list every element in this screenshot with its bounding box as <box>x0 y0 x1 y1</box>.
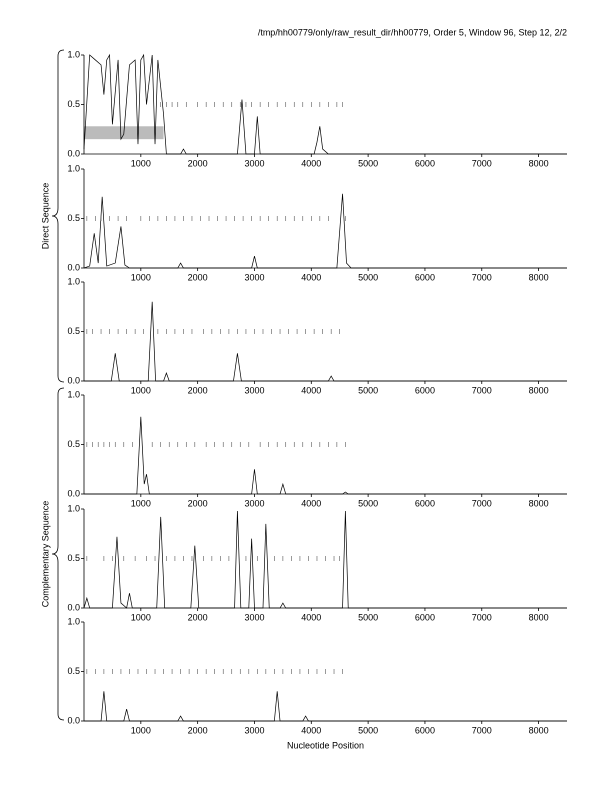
x-tick-label: 5000 <box>358 498 378 508</box>
y-tick-label: 0.5 <box>67 326 80 336</box>
series-line <box>84 416 567 495</box>
x-tick-label: 1000 <box>131 612 151 622</box>
y-tick-label: 1.0 <box>67 49 80 59</box>
series-line <box>84 691 567 722</box>
x-tick-label: 8000 <box>529 385 549 395</box>
x-tick-label: 3000 <box>244 725 264 735</box>
figure-title: /tmp/hh00779/only/raw_result_dir/hh00779… <box>258 27 567 37</box>
x-tick-label: 5000 <box>358 272 378 282</box>
x-tick-label: 7000 <box>472 385 492 395</box>
brace <box>51 387 65 721</box>
x-tick-label: 8000 <box>529 272 549 282</box>
x-tick-label: 4000 <box>301 272 321 282</box>
y-tick-label: 1.0 <box>67 389 80 399</box>
x-tick-label: 6000 <box>415 272 435 282</box>
y-tick-label: 1.0 <box>67 163 80 173</box>
y-tick-label: 0.5 <box>67 553 80 563</box>
x-tick-label: 7000 <box>472 158 492 168</box>
y-tick-label: 0.0 <box>67 488 80 498</box>
y-tick-label: 1.0 <box>67 616 80 626</box>
x-tick-label: 5000 <box>358 612 378 622</box>
x-tick-label: 4000 <box>301 612 321 622</box>
x-tick-label: 2000 <box>188 612 208 622</box>
series-line <box>83 193 567 269</box>
series-line <box>83 510 567 609</box>
x-tick-label: 3000 <box>244 272 264 282</box>
x-tick-label: 5000 <box>358 158 378 168</box>
x-tick-label: 3000 <box>244 498 264 508</box>
x-tick-label: 4000 <box>301 385 321 395</box>
y-tick-label: 1.0 <box>67 503 80 513</box>
x-tick-label: 4000 <box>301 498 321 508</box>
x-tick-label: 6000 <box>415 498 435 508</box>
y-tick-label: 0.5 <box>67 439 80 449</box>
x-tick-label: 1000 <box>131 158 151 168</box>
x-tick-label: 3000 <box>244 385 264 395</box>
x-tick-label: 2000 <box>188 158 208 168</box>
x-tick-label: 5000 <box>358 725 378 735</box>
x-tick-label: 1000 <box>131 498 151 508</box>
x-tick-label: 2000 <box>188 385 208 395</box>
x-tick-label: 7000 <box>472 612 492 622</box>
x-tick-label: 2000 <box>188 272 208 282</box>
x-tick-label: 6000 <box>415 158 435 168</box>
x-tick-label: 6000 <box>415 385 435 395</box>
x-tick-label: 5000 <box>358 385 378 395</box>
y-tick-label: 0.0 <box>67 262 80 272</box>
x-tick-label: 1000 <box>131 272 151 282</box>
series-line <box>84 301 567 382</box>
x-tick-label: 8000 <box>529 612 549 622</box>
group-label: Direct Sequence <box>40 183 50 250</box>
x-tick-label: 1000 <box>131 725 151 735</box>
x-tick-label: 6000 <box>415 612 435 622</box>
x-tick-label: 8000 <box>529 158 549 168</box>
x-tick-label: 6000 <box>415 725 435 735</box>
y-tick-label: 0.0 <box>67 148 80 158</box>
x-tick-label: 7000 <box>472 498 492 508</box>
group-label: Complementary Sequence <box>40 501 50 608</box>
y-tick-label: 0.5 <box>67 666 80 676</box>
x-tick-label: 4000 <box>301 725 321 735</box>
y-tick-label: 0.5 <box>67 213 80 223</box>
x-axis-label: Nucleotide Position <box>287 740 364 750</box>
x-tick-label: 4000 <box>301 158 321 168</box>
y-tick-label: 0.0 <box>67 715 80 725</box>
x-tick-label: 8000 <box>529 725 549 735</box>
y-tick-label: 0.0 <box>67 602 80 612</box>
x-tick-label: 2000 <box>188 725 208 735</box>
x-tick-label: 7000 <box>472 725 492 735</box>
y-tick-label: 1.0 <box>67 276 80 286</box>
y-tick-label: 0.0 <box>67 375 80 385</box>
x-tick-label: 3000 <box>244 158 264 168</box>
y-tick-label: 0.5 <box>67 99 80 109</box>
x-tick-label: 3000 <box>244 612 264 622</box>
x-tick-label: 7000 <box>472 272 492 282</box>
x-tick-label: 1000 <box>131 385 151 395</box>
x-tick-label: 2000 <box>188 498 208 508</box>
x-tick-label: 8000 <box>529 498 549 508</box>
brace <box>51 49 65 383</box>
series-line <box>83 53 567 155</box>
